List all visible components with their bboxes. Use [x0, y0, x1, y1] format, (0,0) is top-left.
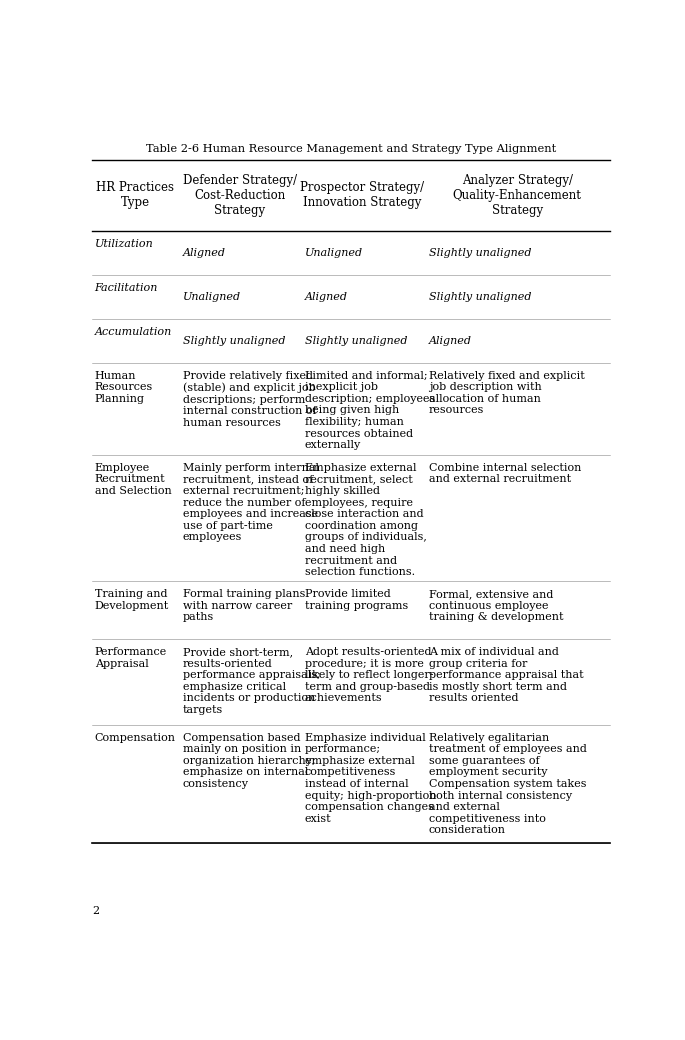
Text: Provide relatively fixed
(stable) and explicit job
descriptions; perform
interna: Provide relatively fixed (stable) and ex… [183, 370, 316, 427]
Text: Aligned: Aligned [183, 248, 226, 258]
Text: Compensation based
mainly on position in
organization hierarchy;
emphasize on in: Compensation based mainly on position in… [183, 732, 316, 789]
Text: Slightly unaligned: Slightly unaligned [429, 248, 531, 258]
Text: Accumulation: Accumulation [95, 327, 172, 337]
Text: Relatively fixed and explicit
job description with
allocation of human
resources: Relatively fixed and explicit job descri… [429, 370, 584, 415]
Text: Emphasize external
recruitment, select
highly skilled
employees, require
close i: Emphasize external recruitment, select h… [305, 463, 427, 577]
Text: Formal training plans
with narrow career
paths: Formal training plans with narrow career… [183, 590, 305, 623]
Text: Unaligned: Unaligned [183, 291, 241, 302]
Text: Relatively egalitarian
treatment of employees and
some guarantees of
employment : Relatively egalitarian treatment of empl… [429, 732, 586, 835]
Text: Utilization: Utilization [95, 238, 153, 249]
Text: Provide short-term,
results-oriented
performance appraisals;
emphasize critical
: Provide short-term, results-oriented per… [183, 647, 321, 714]
Text: Mainly perform internal
recruitment, instead of
external recruitment;
reduce the: Mainly perform internal recruitment, ins… [183, 463, 319, 542]
Text: Adopt results-oriented
procedure; it is more
likely to reflect longer-
term and : Adopt results-oriented procedure; it is … [305, 647, 434, 703]
Text: Prospector Strategy/
Innovation Strategy: Prospector Strategy/ Innovation Strategy [301, 181, 425, 209]
Text: Emphasize individual
performance;
emphasize external
competitiveness
instead of : Emphasize individual performance; emphas… [305, 732, 436, 824]
Text: 2: 2 [92, 906, 99, 916]
Text: Compensation: Compensation [95, 732, 175, 743]
Text: Provide limited
training programs: Provide limited training programs [305, 590, 408, 610]
Text: Slightly unaligned: Slightly unaligned [305, 336, 408, 345]
Text: Formal, extensive and
continuous employee
training & development: Formal, extensive and continuous employe… [429, 590, 563, 623]
Text: Slightly unaligned: Slightly unaligned [429, 291, 531, 302]
Text: Employee
Recruitment
and Selection: Employee Recruitment and Selection [95, 463, 171, 496]
Text: Aligned: Aligned [429, 336, 471, 345]
Text: Slightly unaligned: Slightly unaligned [183, 336, 285, 345]
Text: Performance
Appraisal: Performance Appraisal [95, 647, 167, 669]
Text: Table 2-6 Human Resource Management and Strategy Type Alignment: Table 2-6 Human Resource Management and … [146, 144, 556, 154]
Text: Training and
Development: Training and Development [95, 590, 169, 610]
Text: Analyzer Strategy/
Quality-Enhancement
Strategy: Analyzer Strategy/ Quality-Enhancement S… [453, 174, 582, 216]
Text: Unaligned: Unaligned [305, 248, 363, 258]
Text: A mix of individual and
group criteria for
performance appraisal that
is mostly : A mix of individual and group criteria f… [429, 647, 583, 703]
Text: Limited and informal;
inexplicit job
description; employees
being given high
fle: Limited and informal; inexplicit job des… [305, 370, 435, 450]
Text: Human
Resources
Planning: Human Resources Planning [95, 370, 153, 404]
Text: Aligned: Aligned [305, 291, 348, 302]
Text: Facilitation: Facilitation [95, 283, 158, 292]
Text: Defender Strategy/
Cost-Reduction
Strategy: Defender Strategy/ Cost-Reduction Strate… [182, 174, 297, 216]
Text: HR Practices
Type: HR Practices Type [97, 181, 174, 209]
Text: Combine internal selection
and external recruitment: Combine internal selection and external … [429, 463, 581, 485]
